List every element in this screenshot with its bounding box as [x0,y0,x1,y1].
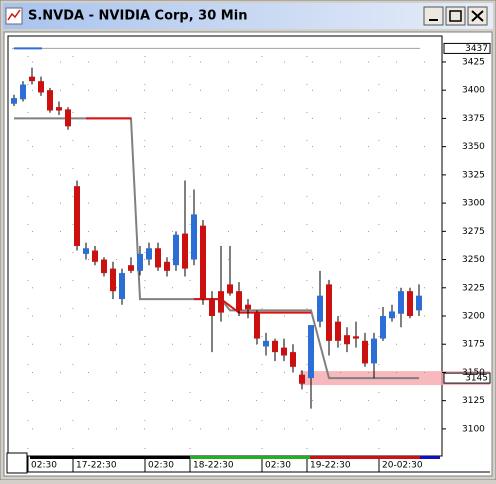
x-tick-label: 02:30 [31,461,57,471]
step-line [86,117,311,314]
marker-label: 3145 [465,374,488,384]
candle-body [326,284,332,341]
plot: 3437 3145 3100 3125 3150 3175 3200 3225 3250 3275… [11,42,491,472]
candle-body [299,374,305,384]
x-tick-label: 17-22:30 [76,461,117,471]
x-tick-label: 19-22:30 [310,461,351,471]
candle-body [92,250,98,262]
y-tick-label: 3125 [462,396,485,406]
candle-body [65,109,71,127]
candle-body [290,352,296,367]
candle-body [389,311,395,319]
candle-body [137,253,143,271]
candle-body [128,265,134,271]
candle-body [281,347,287,356]
candle-body [416,295,422,311]
y-tick-label: 3250 [462,255,485,265]
candle-body [29,76,35,82]
candle-body [317,295,323,322]
y-tick-label: 3100 [462,424,485,434]
candle-body [308,325,314,379]
candle-body [101,259,107,274]
candle-body [56,107,62,111]
candle-body [119,273,125,300]
marker-box [443,42,491,54]
y-tick-label: 3150 [462,368,485,378]
window-buttons[interactable] [423,6,488,26]
x-tick-label: 02:30 [265,461,291,471]
plot-frame [7,35,443,457]
y-tick-label: 3350 [462,142,485,152]
marker-label: 3437 [465,44,488,54]
candle-body [380,316,386,339]
candle-body [245,304,251,310]
y-tick-label: 3400 [462,86,485,96]
title-bar [3,3,493,29]
y-tick-label: 3300 [462,199,485,209]
candle-body [146,248,152,260]
candle-body [344,335,350,345]
y-tick-label: 3275 [462,227,485,237]
candle-body [191,214,197,260]
y-tick-label: 3375 [462,114,485,124]
candle-body [200,225,206,300]
y-tick-label: 3225 [462,283,485,293]
candle-body [20,84,26,100]
minimize-button[interactable] [423,6,444,26]
candle-body [263,340,269,347]
y-tick-label: 3325 [462,170,485,180]
candle-body [407,291,413,316]
candle-body [227,284,233,294]
marker-box [443,372,491,384]
candle-body [155,248,161,268]
candle-body [218,291,224,313]
x-tick-label: 18-22:30 [193,461,234,471]
icon-glyph [7,9,21,21]
step-line [14,117,419,380]
candle-body [11,98,17,104]
candle-body [335,321,341,341]
candle-body [74,186,80,246]
candle-body [398,291,404,314]
candle-body [83,248,89,254]
y-tick-label: 3425 [462,57,485,67]
candle-body [38,81,44,93]
x-tick-label: 02:30 [148,461,174,471]
candle-body [110,268,116,292]
maximize-glyph [449,10,462,22]
maximize-button[interactable] [445,6,466,26]
candle-body [164,261,170,271]
corner-box [6,452,28,474]
candle-body [371,338,377,364]
y-tick-label: 3175 [462,340,485,350]
candle-body [353,336,359,339]
candle-body [209,299,215,316]
candle-body [272,340,278,353]
candle-body [182,233,188,269]
x-tick-label: 20-02:30 [382,461,423,471]
candle-body [47,90,53,111]
window-title: S.NVDA - NVIDIA Corp, 30 Min [28,9,247,24]
candle-body [254,312,260,339]
candle-body [362,340,368,364]
y-tick-label: 3200 [462,312,485,322]
candle-body [173,234,179,266]
close-glyph [471,10,484,22]
candle-body [236,291,242,311]
